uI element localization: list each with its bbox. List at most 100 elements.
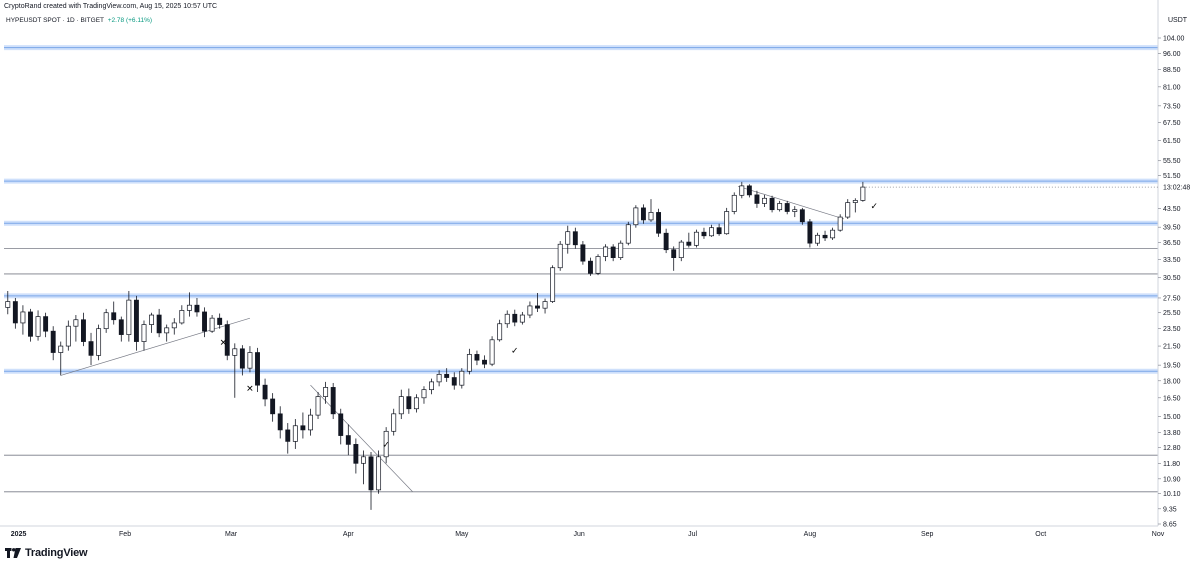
trendline-2: [737, 185, 845, 220]
y-tick-label-5: 67.50: [1163, 120, 1181, 127]
candle-1: [12, 297, 18, 329]
candle-113: [860, 181, 866, 202]
candle-106: [807, 218, 813, 248]
candle-39: [300, 412, 306, 439]
candle-63: [482, 355, 487, 369]
candle-34: [262, 378, 268, 407]
trendline-1: [310, 384, 413, 493]
candle-44: [338, 408, 344, 445]
candle-101: [769, 195, 775, 213]
candle-16: [126, 290, 132, 342]
candle-25: [194, 297, 200, 317]
x-tick-label-4: May: [455, 531, 469, 538]
candle-53: [406, 388, 412, 414]
y-tick-label-22: 13.80: [1163, 430, 1181, 437]
candle-85: [648, 199, 654, 222]
y-tick-label-18: 19.50: [1163, 363, 1181, 370]
candle-56: [429, 378, 434, 395]
candle-58: [444, 368, 450, 382]
candle-28: [217, 313, 223, 329]
candle-19: [149, 312, 155, 333]
y-tick-label-12: 33.50: [1163, 257, 1181, 264]
candle-48: [368, 452, 374, 510]
y-tick-label-9: 43.50: [1163, 206, 1181, 213]
y-tick-label-20: 16.50: [1163, 395, 1181, 402]
x-tick-label-9: Oct: [1035, 531, 1046, 538]
candle-11: [88, 332, 94, 366]
y-tick-label-28: 8.65: [1163, 522, 1177, 529]
candle-47: [360, 450, 366, 485]
candle-36: [277, 406, 283, 439]
candle-102: [777, 200, 783, 212]
y-tick-label-27: 9.35: [1163, 506, 1177, 513]
x-tick-label-10: Nov: [1152, 531, 1165, 538]
check-marker-4: ✓: [870, 202, 878, 212]
candle-110: [837, 214, 843, 232]
candle-60: [459, 368, 465, 389]
candle-54: [413, 394, 419, 413]
candle-92: [701, 227, 707, 239]
candle-88: [671, 246, 677, 271]
price-change: +2.78 (+6.11%): [107, 17, 153, 24]
candle-82: [625, 221, 631, 246]
y-tick-label-3: 81.00: [1163, 84, 1181, 91]
y-tick-label-2: 88.50: [1163, 67, 1181, 74]
check-marker-3: ✓: [511, 347, 519, 357]
candle-20: [156, 308, 162, 338]
candle-32: [247, 346, 253, 373]
y-axis-ticks: 104.00 96.00 88.50 81.00 73.50 67.50 61.50 55.5…: [1158, 36, 1185, 529]
candle-6: [50, 326, 56, 361]
candle-10: [81, 312, 86, 347]
cross-marker-0: ✕: [220, 338, 228, 348]
candle-23: [179, 305, 185, 325]
trendlines: [60, 185, 845, 493]
candle-112: [852, 198, 858, 213]
candle-4: [35, 310, 41, 341]
candle-81: [618, 240, 624, 260]
candle-14: [111, 301, 117, 325]
candle-97: [739, 181, 745, 199]
annotation-markers: ✕ ✕ ✓ ✓ ✓: [220, 202, 878, 450]
trendline-0: [60, 317, 251, 376]
candlesticks: [5, 181, 866, 510]
y-tick-label-14: 27.50: [1163, 295, 1181, 302]
candle-105: [799, 207, 805, 225]
candle-69: [527, 301, 533, 319]
candle-64: [489, 336, 495, 367]
candle-109: [830, 227, 836, 240]
symbol-info: HYPEUSDT SPOT · 1D · BITGET +2.78 (+6.11…: [6, 17, 152, 24]
candle-70: [535, 293, 540, 312]
candle-27: [209, 315, 215, 333]
y-tick-label-17: 21.50: [1163, 344, 1181, 351]
y-tick-label-24: 11.80: [1163, 461, 1180, 468]
x-tick-label-2: Mar: [225, 531, 238, 538]
candle-111: [845, 199, 851, 219]
candle-90: [686, 232, 692, 248]
candle-55: [421, 386, 427, 404]
check-marker-2: ✓: [382, 440, 390, 450]
candle-30: [232, 343, 238, 398]
y-tick-label-0: 104.00: [1163, 36, 1185, 43]
candle-17: [133, 295, 139, 351]
candle-62: [474, 350, 480, 366]
current-price-tag: 13:02:48: [865, 185, 1190, 192]
y-tick-label-6: 61.50: [1163, 138, 1181, 145]
candle-8: [65, 320, 71, 351]
y-tick-label-7: 55.50: [1163, 158, 1181, 165]
candle-72: [550, 265, 556, 304]
x-axis-ticks: 2025 Feb Mar Apr May Jun Jul Aug Sep Oct Nov: [11, 531, 1165, 538]
tradingview-brand: TradingView: [25, 547, 88, 559]
candle-49: [376, 450, 382, 494]
tradingview-logo[interactable]: TradingView: [5, 547, 88, 559]
candle-9: [73, 315, 79, 342]
x-tick-label-3: Apr: [343, 531, 355, 538]
candle-26: [202, 307, 207, 338]
horizontal-levels: [4, 45, 1158, 493]
candle-96: [731, 192, 737, 215]
candle-29: [224, 320, 230, 361]
y-tick-label-19: 18.00: [1163, 378, 1181, 385]
candle-33: [255, 347, 260, 392]
candle-37: [285, 423, 291, 454]
y-tick-label-1: 96.00: [1163, 51, 1181, 58]
